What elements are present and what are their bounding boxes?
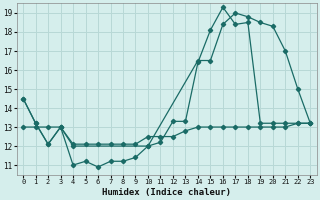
X-axis label: Humidex (Indice chaleur): Humidex (Indice chaleur) bbox=[102, 188, 231, 197]
